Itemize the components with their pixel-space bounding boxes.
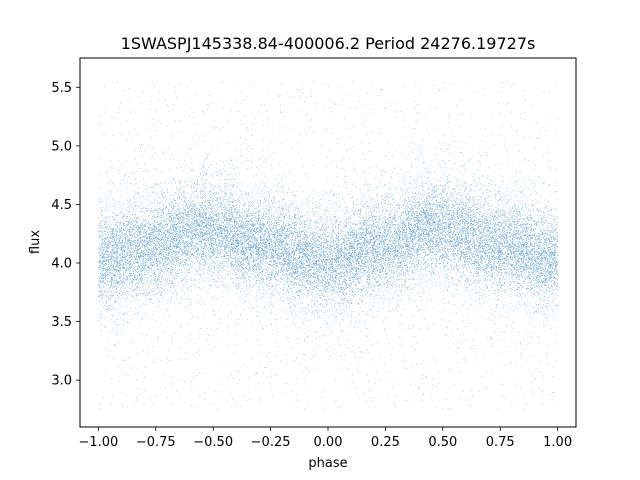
x-tick-label: −0.25 — [251, 435, 291, 450]
x-tick-label: 0.75 — [486, 435, 515, 450]
x-tick-label: −1.00 — [78, 435, 118, 450]
x-tick-label: 0.00 — [314, 435, 343, 450]
x-axis: −1.00 −0.75 −0.50 −0.25 0.00 0.25 0.50 0.75 1.00 — [78, 427, 572, 450]
x-tick-label: −0.75 — [136, 435, 176, 450]
data-points — [98, 81, 559, 410]
x-tick-label: 0.25 — [371, 435, 400, 450]
y-tick-label: 3.0 — [51, 374, 72, 389]
y-tick-label: 4.0 — [51, 257, 72, 272]
y-axis: 3.0 3.5 4.0 4.5 5.0 5.5 — [51, 81, 80, 389]
y-axis-label: flux — [28, 230, 43, 254]
chart-title: 1SWASPJ145338.84-400006.2 Period 24276.1… — [121, 34, 536, 53]
y-tick-label: 5.5 — [51, 81, 72, 96]
y-tick-label: 5.0 — [51, 139, 72, 154]
plot-frame — [79, 57, 577, 428]
x-axis-label: phase — [308, 456, 347, 471]
flux-series-points — [98, 81, 559, 410]
x-tick-label: 0.50 — [428, 435, 457, 450]
x-tick-label: −0.50 — [193, 435, 233, 450]
y-tick-label: 3.5 — [51, 315, 72, 330]
y-tick-label: 4.5 — [51, 198, 72, 213]
x-tick-label: 1.00 — [543, 435, 572, 450]
